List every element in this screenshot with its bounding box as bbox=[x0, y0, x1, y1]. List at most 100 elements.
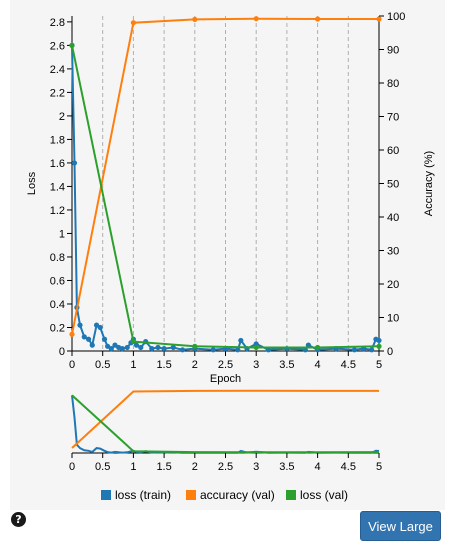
y2-tick-label: 20 bbox=[387, 279, 399, 291]
data-point bbox=[315, 16, 321, 22]
data-point bbox=[133, 342, 140, 348]
data-point bbox=[71, 160, 78, 166]
data-point bbox=[130, 20, 136, 26]
y-tick-label: 1.2 bbox=[50, 205, 65, 217]
x-tick-label: 4 bbox=[315, 359, 321, 371]
y-tick-label: 2.4 bbox=[50, 64, 65, 76]
overview-x-tick-label: 2.5 bbox=[218, 461, 233, 473]
data-point bbox=[170, 344, 176, 351]
y-axis-label: Loss bbox=[26, 171, 38, 195]
legend-label: accuracy (val) bbox=[200, 488, 275, 502]
legend-swatch bbox=[101, 490, 111, 500]
overview-x-tick-label: 0 bbox=[69, 461, 75, 473]
y2-tick-label: 50 bbox=[387, 179, 399, 191]
y2-tick-label: 10 bbox=[387, 313, 399, 325]
data-point bbox=[112, 342, 118, 348]
data-point bbox=[265, 347, 272, 353]
x-tick-label: 3 bbox=[253, 359, 259, 371]
y2-tick-label: 30 bbox=[387, 246, 399, 258]
training-chart: 0 0.2 0.4 0.6 0.8 1 1.2 1.4 1.6 1.8 2 2.2 2.4 2.6 2.8 0… bbox=[26, 11, 435, 502]
overview-x-tick-label: 3 bbox=[253, 461, 259, 473]
y-tick-label: 1.4 bbox=[50, 181, 65, 193]
data-point bbox=[302, 347, 308, 353]
data-point bbox=[101, 336, 108, 342]
legend-label: loss (val) bbox=[300, 488, 348, 502]
legend-swatch bbox=[186, 490, 196, 500]
data-point bbox=[192, 343, 198, 349]
y2-tick-label: 90 bbox=[387, 45, 399, 57]
y2-tick-label: 40 bbox=[387, 212, 399, 224]
y2-axis-label: Accuracy (%) bbox=[423, 151, 435, 216]
y-tick-label: 0.2 bbox=[50, 322, 65, 334]
series-line-1 bbox=[71, 17, 379, 335]
data-point bbox=[69, 42, 75, 48]
y-tick-label: 2 bbox=[59, 111, 65, 123]
x-tick-label: 4.5 bbox=[341, 359, 356, 371]
data-point bbox=[69, 331, 75, 337]
data-point bbox=[305, 342, 311, 348]
data-point bbox=[149, 346, 155, 352]
y2-tick-label: 70 bbox=[387, 112, 399, 124]
data-point bbox=[85, 336, 92, 342]
data-point bbox=[369, 347, 375, 353]
y-tick-label: 0.8 bbox=[50, 252, 65, 264]
data-point bbox=[119, 346, 125, 352]
data-point bbox=[238, 337, 244, 344]
overview-x-tick-label: 0.5 bbox=[95, 461, 110, 473]
x-tick-label: 3.5 bbox=[279, 359, 294, 371]
y-tick-label: 0.4 bbox=[50, 299, 65, 311]
view-large-button[interactable]: View Large bbox=[360, 511, 441, 541]
x-axis-label: Epoch bbox=[210, 373, 241, 385]
x-tick-label: 0 bbox=[69, 359, 75, 371]
y2-tick-label: 100 bbox=[387, 11, 405, 23]
data-point bbox=[161, 346, 167, 352]
overview-series-line-0 bbox=[71, 395, 380, 454]
data-point bbox=[138, 344, 144, 351]
y-tick-label: 0 bbox=[59, 346, 65, 358]
data-point bbox=[130, 338, 136, 345]
data-point bbox=[77, 322, 83, 328]
overview-x-tick-label: 4.5 bbox=[341, 461, 356, 473]
y-tick-label: 1.6 bbox=[50, 158, 65, 170]
data-point bbox=[155, 344, 161, 351]
data-point bbox=[192, 16, 198, 22]
overview-x-tick-label: 2 bbox=[192, 461, 198, 473]
y-tick-label: 1.8 bbox=[50, 134, 65, 146]
data-point bbox=[179, 347, 186, 353]
x-tick-label: 2.5 bbox=[218, 359, 233, 371]
help-icon[interactable]: ? bbox=[11, 512, 26, 527]
overview-x-tick-label: 4 bbox=[315, 461, 321, 473]
overview-x-tick-label: 3.5 bbox=[279, 461, 294, 473]
series-line-2 bbox=[71, 45, 380, 349]
x-tick-label: 1 bbox=[130, 359, 136, 371]
legend-label: loss (train) bbox=[115, 488, 171, 502]
legend-swatch bbox=[286, 490, 296, 500]
data-point bbox=[97, 324, 103, 331]
y-tick-label: 2.6 bbox=[50, 40, 65, 52]
data-point bbox=[235, 347, 241, 353]
data-point bbox=[351, 347, 358, 353]
overview-x-tick-label: 1 bbox=[130, 461, 136, 473]
x-tick-label: 5 bbox=[376, 359, 382, 371]
x-tick-label: 0.5 bbox=[95, 359, 110, 371]
data-point bbox=[376, 16, 382, 22]
data-point bbox=[253, 344, 259, 351]
y2-tick-label: 80 bbox=[387, 78, 399, 90]
y-tick-label: 1 bbox=[59, 228, 65, 240]
data-point bbox=[89, 342, 95, 348]
overview-series-line-2 bbox=[71, 394, 380, 454]
y2-tick-label: 0 bbox=[387, 346, 393, 358]
overview-x-tick-label: 1.5 bbox=[156, 461, 171, 473]
y-tick-label: 0.6 bbox=[50, 275, 65, 287]
data-point bbox=[376, 337, 382, 344]
data-point bbox=[253, 16, 259, 22]
data-point bbox=[93, 322, 100, 328]
data-point bbox=[315, 344, 321, 351]
data-point bbox=[81, 334, 87, 340]
y-tick-label: 2.2 bbox=[50, 87, 65, 99]
y-tick-label: 2.8 bbox=[50, 17, 65, 29]
data-point bbox=[108, 346, 114, 352]
x-tick-label: 1.5 bbox=[156, 359, 171, 371]
data-point bbox=[124, 344, 130, 351]
data-point bbox=[376, 343, 382, 349]
